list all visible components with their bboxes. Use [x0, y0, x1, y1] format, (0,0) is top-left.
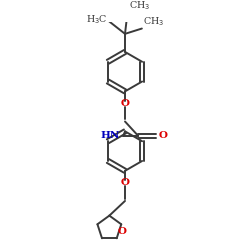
Text: O: O [120, 99, 130, 108]
Text: O: O [159, 132, 168, 140]
Text: CH$_3$: CH$_3$ [143, 15, 164, 28]
Text: HN: HN [101, 132, 120, 140]
Text: CH$_3$: CH$_3$ [128, 0, 150, 12]
Text: O: O [120, 178, 130, 188]
Text: H$_3$C: H$_3$C [86, 14, 107, 26]
Text: O: O [118, 227, 127, 236]
